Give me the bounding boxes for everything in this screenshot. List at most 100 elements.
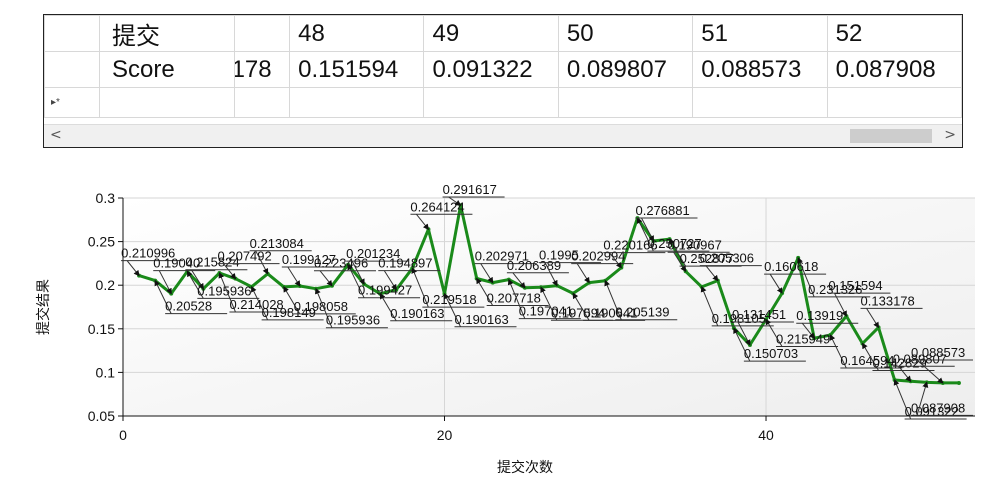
data-point [506, 277, 511, 282]
y-tick-label: 0.25 [88, 234, 115, 250]
label-leader-line [476, 277, 494, 306]
series-line [138, 203, 959, 385]
label-leader-line [733, 327, 751, 362]
data-label: 0.201234 [346, 246, 400, 261]
data-label: 0.198058 [294, 299, 348, 314]
data-label: 0.214028 [229, 297, 283, 312]
label-leader-line [572, 292, 590, 321]
y-tick-label: 0.05 [88, 408, 115, 424]
new-row-cell[interactable] [99, 87, 235, 118]
label-leader-line [797, 256, 815, 298]
label-leader-line [351, 260, 365, 286]
label-leader-line [608, 252, 622, 269]
label-leader-line [673, 252, 687, 273]
data-label: 0.219518 [422, 292, 476, 307]
cell-header-49[interactable]: 49 [423, 15, 559, 52]
x-tick-label: 0 [119, 427, 127, 443]
label-leader-line [319, 270, 333, 287]
cell-score-52[interactable]: 0.087908 [826, 51, 963, 88]
data-label: 0.195936 [326, 313, 380, 328]
data-point [153, 278, 158, 283]
score-row: Score 178 0.151594 0.091322 0.089807 0.0… [43, 51, 963, 88]
label-leader-line [251, 285, 269, 321]
y-tick-label: 0.1 [96, 364, 116, 380]
data-label: 0.190163 [390, 306, 444, 321]
data-grid-table: 提交 48 49 50 51 52 Score 178 0.151594 0.0… [43, 15, 963, 118]
scrollbar-thumb[interactable] [850, 129, 932, 143]
data-label: 0.252877 [680, 251, 734, 266]
label-leader-line [866, 308, 880, 329]
data-label: 0.151594 [828, 278, 882, 293]
cell-header-truncated[interactable] [233, 15, 291, 52]
data-label: 0.215949 [776, 332, 830, 347]
label-leader-line [154, 279, 172, 314]
data-label: 0.202971 [475, 249, 529, 264]
data-label: 0.088573 [911, 345, 965, 360]
label-leader-line [916, 381, 929, 416]
new-row: ▸* [43, 87, 963, 118]
y-axis-title: 提交结果 [35, 279, 52, 335]
cell-header-label[interactable]: 提交 [99, 15, 235, 52]
row-header[interactable] [43, 15, 101, 52]
cell-score-49[interactable]: 0.091322 [423, 51, 559, 88]
label-leader-line [829, 334, 847, 369]
cell-score-48[interactable]: 0.151594 [289, 51, 425, 88]
cell-header-52[interactable]: 52 [826, 15, 963, 52]
label-leader-line [507, 278, 526, 319]
data-label: 0.199427 [358, 283, 412, 298]
new-row-cell[interactable] [423, 87, 559, 118]
cell-header-51[interactable]: 51 [692, 15, 828, 52]
data-label: 0.087908 [911, 400, 965, 415]
label-leader-line [443, 292, 461, 327]
label-leader-line [480, 263, 494, 284]
new-row-cell[interactable] [692, 87, 828, 118]
new-row-marker[interactable]: ▸* [43, 87, 101, 118]
data-label: 0.164594 [840, 353, 894, 368]
row-header[interactable] [43, 51, 101, 88]
data-label: 0.20528 [165, 299, 212, 314]
data-label: 0.1995 [539, 248, 579, 263]
label-leader-line [283, 286, 301, 315]
cell-score-label[interactable]: Score [99, 51, 235, 88]
cell-score-truncated[interactable]: 178 [233, 51, 291, 88]
data-label: 0.220166 [603, 238, 657, 253]
data-point [956, 380, 961, 385]
scroll-left-icon[interactable]: < [50, 127, 62, 143]
cell-score-50[interactable]: 0.089807 [557, 51, 694, 88]
label-leader-line [737, 321, 751, 346]
data-label: 0.194897 [378, 256, 432, 271]
scroll-right-icon[interactable]: > [944, 127, 956, 143]
data-label: 0.264124 [410, 199, 464, 214]
new-row-cell[interactable] [557, 87, 694, 118]
label-leader-line [126, 260, 140, 277]
data-label: 0.207492 [218, 249, 272, 264]
data-label: 0.291617 [443, 182, 497, 197]
new-row-cell[interactable] [289, 87, 425, 118]
label-leader-line [636, 217, 654, 252]
data-label: 0.195936 [197, 283, 251, 298]
data-label: 0.133178 [861, 293, 915, 308]
data-label: 0.150703 [744, 346, 798, 361]
data-label: 0.213084 [250, 236, 304, 251]
x-tick-label: 20 [437, 427, 453, 443]
data-label: 0.19040 [153, 256, 200, 271]
cell-score-51[interactable]: 0.088573 [692, 51, 828, 88]
label-leader-line [416, 213, 430, 231]
label-leader-line [833, 292, 847, 317]
data-label: 0.197594 [551, 305, 605, 320]
horizontal-scrollbar[interactable]: < > [44, 124, 962, 147]
label-leader-line [383, 270, 397, 291]
label-leader-line [916, 359, 944, 384]
label-leader-line [861, 342, 879, 371]
line-chart: 0.05 0.1 0.15 0.2 0.25 0.3 0 20 40 0.210996 0.2052… [35, 182, 975, 476]
label-leader-line [700, 285, 719, 327]
cell-header-50[interactable]: 50 [557, 15, 694, 52]
label-leader-line [765, 318, 783, 347]
new-row-cell[interactable] [826, 87, 963, 118]
new-row-cell[interactable] [233, 87, 291, 118]
y-tick-label: 0.15 [88, 321, 115, 337]
cell-header-48[interactable]: 48 [289, 15, 425, 52]
label-leader-line [186, 270, 204, 299]
label-leader-line [604, 279, 622, 320]
label-leader-line [347, 263, 365, 298]
